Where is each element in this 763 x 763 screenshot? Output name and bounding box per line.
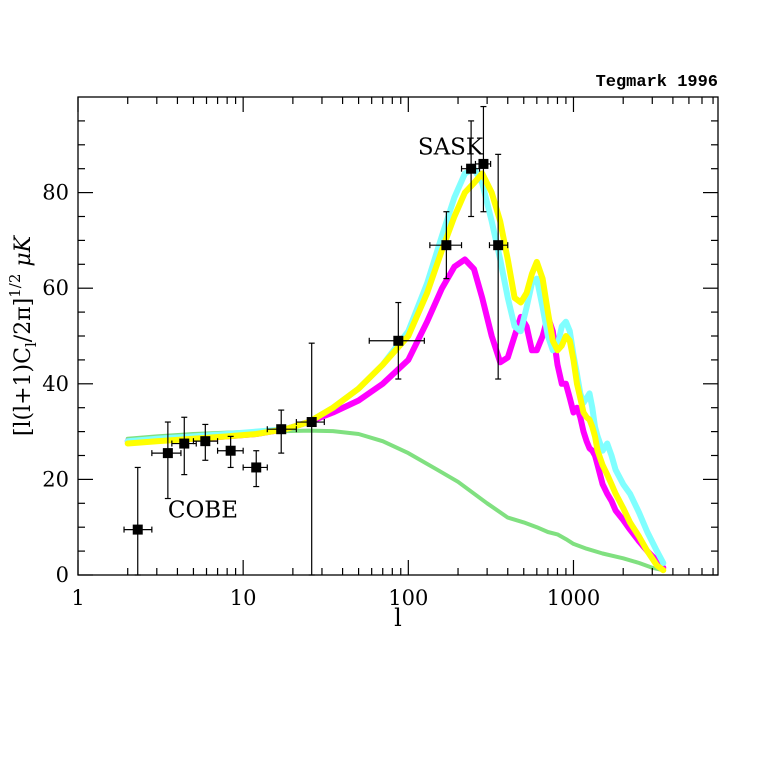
data-point [368, 301, 425, 380]
data-points [123, 105, 509, 576]
x-tick-label: 100 [388, 586, 428, 610]
data-point-marker [251, 462, 262, 473]
data-point [123, 466, 153, 576]
data-point-marker [179, 438, 190, 449]
x-axis-label: l [394, 604, 402, 632]
data-point-marker [306, 417, 317, 428]
series-line-magenta [124, 256, 667, 571]
y-tick-label: 20 [42, 467, 69, 491]
model-curves [124, 165, 667, 574]
y-axis-label-unit: μK [11, 234, 36, 273]
data-point [474, 105, 492, 213]
y-tick-label: 80 [42, 181, 69, 205]
data-point-marker [276, 424, 287, 435]
y-tick-label: 0 [56, 563, 69, 587]
data-point [488, 153, 509, 380]
axis-ticks [77, 97, 718, 576]
data-point [216, 435, 244, 469]
y-axis-label-mid: /2π] [11, 298, 36, 342]
sask-annotation: SASK [418, 134, 484, 160]
x-tick-label: 1000 [547, 586, 600, 610]
y-axis-label: [l(l+1)Cl/2π]1/2 μK [6, 234, 40, 436]
data-point-marker [162, 448, 173, 459]
y-tick-label: 60 [42, 276, 69, 300]
data-point-marker [393, 335, 404, 346]
data-point [151, 421, 182, 500]
data-point [295, 342, 325, 576]
data-point [460, 120, 481, 218]
data-point-marker [200, 436, 211, 447]
y-axis-label-subscript: l [22, 342, 40, 347]
y-axis-label-superscript: 1/2 [6, 274, 24, 298]
data-point [171, 416, 197, 476]
data-point [242, 450, 268, 488]
chart-credit: Tegmark 1996 [596, 73, 718, 92]
x-tick-label: 1 [71, 586, 84, 610]
cobe-annotation: COBE [168, 498, 238, 524]
data-point-marker [493, 240, 504, 251]
data-point [429, 211, 463, 280]
y-tick-label: 40 [42, 372, 69, 396]
x-tick-label: 10 [230, 586, 257, 610]
data-point [192, 423, 219, 461]
data-point-marker [225, 445, 236, 456]
data-point-marker [441, 240, 452, 251]
data-point-marker [478, 158, 489, 169]
axis-tick-labels: 1 10 100 1000 0 20 40 60 80 [42, 181, 600, 610]
y-axis-label-open: [l(l+1)C [11, 347, 36, 436]
data-point-marker [466, 163, 477, 174]
series-line-yellow [124, 170, 667, 574]
data-point-marker [132, 524, 143, 535]
data-point [266, 409, 297, 454]
